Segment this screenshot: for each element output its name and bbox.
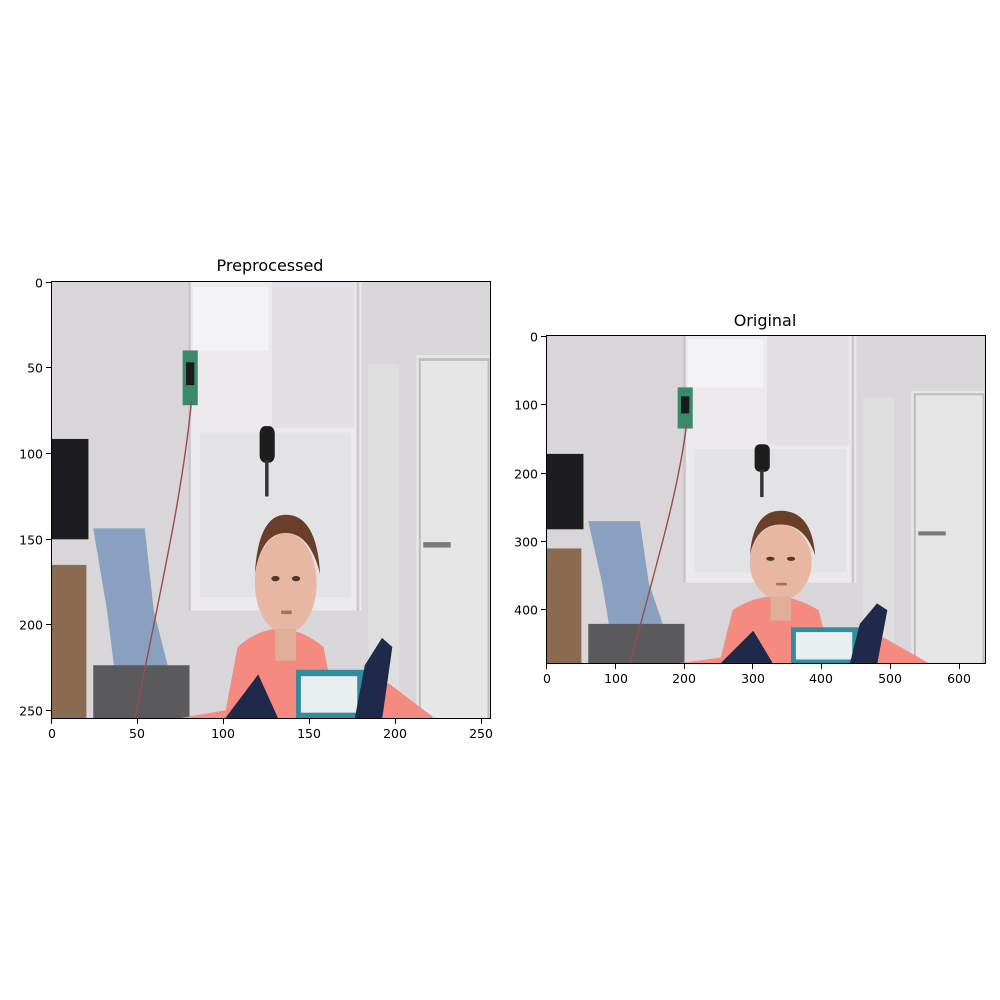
x-tick-mark xyxy=(51,719,52,724)
y-tick-mark xyxy=(541,609,546,610)
x-tick-mark xyxy=(137,719,138,724)
y-tick-label: 100 xyxy=(514,397,538,413)
x-tick-label: 300 xyxy=(741,671,765,686)
x-tick-mark xyxy=(684,664,685,669)
y-tick-label: 50 xyxy=(27,360,43,376)
y-tick-mark xyxy=(46,453,51,454)
x-tick-label: 0 xyxy=(543,671,551,686)
y-tick-label: 400 xyxy=(514,602,538,618)
preprocessed-image xyxy=(51,281,491,719)
x-tick-mark xyxy=(546,664,547,669)
y-tick-label: 100 xyxy=(19,446,43,462)
photo-scene xyxy=(547,336,985,663)
x-tick-mark xyxy=(821,664,822,669)
y-tick-label: 0 xyxy=(530,329,538,345)
x-tick-label: 100 xyxy=(211,726,235,741)
x-tick-label: 0 xyxy=(48,726,56,741)
x-tick-mark xyxy=(615,664,616,669)
panel-title-original: Original xyxy=(733,311,797,330)
x-tick-label: 500 xyxy=(878,671,902,686)
y-tick-label: 150 xyxy=(19,532,43,548)
y-tick-mark xyxy=(541,336,546,337)
y-tick-mark xyxy=(541,404,546,405)
photo-scene xyxy=(52,282,490,718)
x-tick-mark xyxy=(223,719,224,724)
x-tick-mark xyxy=(959,664,960,669)
y-tick-label: 200 xyxy=(19,617,43,633)
y-tick-mark xyxy=(46,367,51,368)
y-tick-label: 250 xyxy=(19,703,43,719)
x-tick-label: 50 xyxy=(129,726,145,741)
x-tick-mark xyxy=(481,719,482,724)
y-tick-mark xyxy=(46,282,51,283)
panel-title-preprocessed: Preprocessed xyxy=(216,256,324,275)
y-tick-label: 200 xyxy=(514,466,538,482)
x-tick-mark xyxy=(752,664,753,669)
y-tick-label: 300 xyxy=(514,534,538,550)
x-tick-label: 150 xyxy=(297,726,321,741)
y-tick-mark xyxy=(541,541,546,542)
y-tick-mark xyxy=(46,539,51,540)
x-tick-label: 400 xyxy=(809,671,833,686)
x-tick-label: 600 xyxy=(947,671,971,686)
y-tick-mark xyxy=(541,473,546,474)
x-tick-mark xyxy=(395,719,396,724)
x-tick-label: 100 xyxy=(604,671,628,686)
y-tick-mark xyxy=(46,624,51,625)
x-tick-mark xyxy=(890,664,891,669)
y-tick-mark xyxy=(46,710,51,711)
x-tick-label: 200 xyxy=(672,671,696,686)
x-tick-label: 200 xyxy=(383,726,407,741)
x-tick-mark xyxy=(309,719,310,724)
x-tick-label: 250 xyxy=(469,726,493,741)
y-tick-label: 0 xyxy=(35,275,43,291)
original-image xyxy=(546,335,986,664)
